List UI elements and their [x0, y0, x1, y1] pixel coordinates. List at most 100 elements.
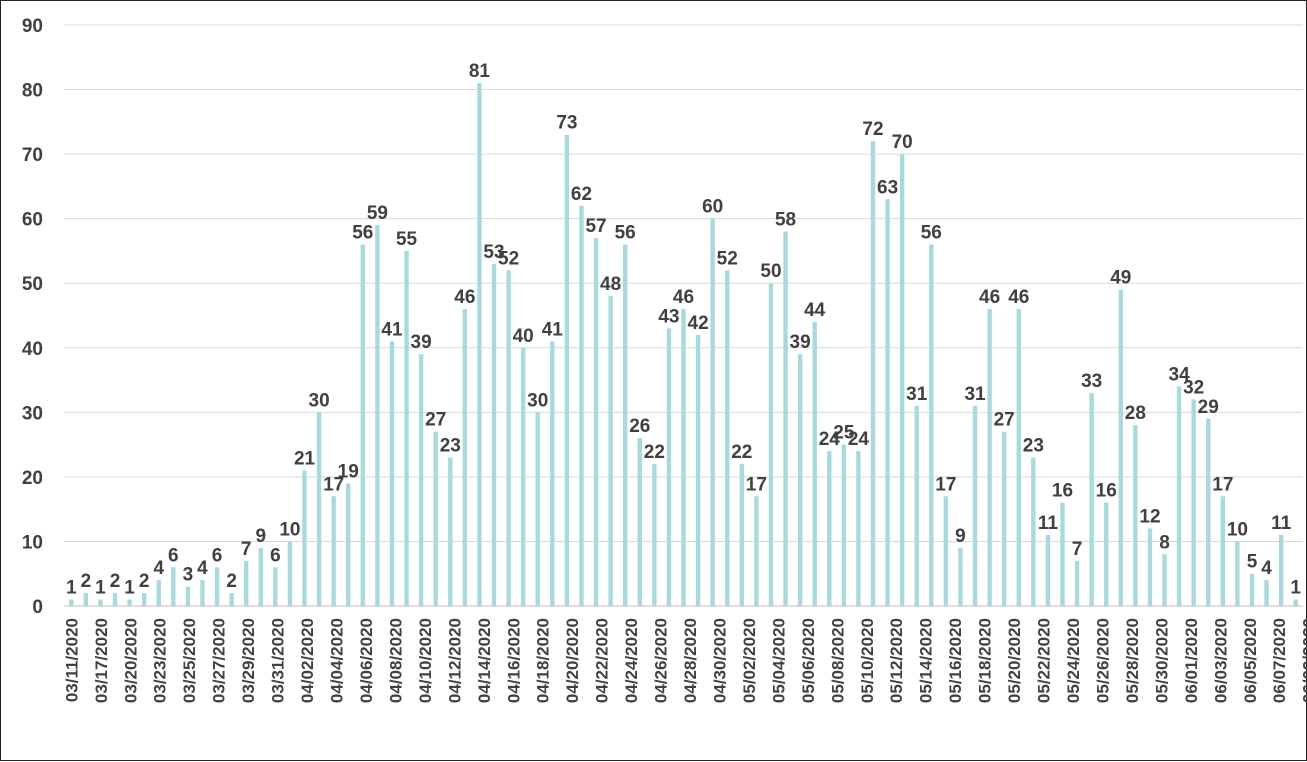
- x-tick-label: 04/18/2020: [534, 618, 553, 703]
- x-tick-label: 04/06/2020: [357, 618, 376, 703]
- bar: [535, 412, 540, 606]
- bar: [185, 586, 191, 606]
- gridlines: [64, 24, 1303, 542]
- y-tick-label: 80: [22, 81, 43, 102]
- bar: [98, 599, 103, 606]
- data-label: 28: [1125, 403, 1146, 424]
- data-label: 24: [848, 429, 870, 450]
- bar: [200, 580, 205, 606]
- data-label: 40: [513, 326, 534, 347]
- bar: [244, 560, 249, 606]
- x-tick-label: 04/24/2020: [622, 618, 641, 703]
- data-label: 12: [1139, 507, 1160, 528]
- data-label: 11: [1038, 513, 1059, 534]
- bar: [141, 593, 147, 606]
- x-tick-label: 03/11/2020: [62, 618, 81, 702]
- bar: [1045, 534, 1051, 606]
- bar: [943, 496, 949, 606]
- bar: [69, 599, 74, 606]
- y-axis: 0 10 20 30 40 50 60 70 80 90: [22, 16, 43, 618]
- bar: [404, 250, 409, 606]
- bar: [1147, 528, 1153, 606]
- x-tick-label: 05/02/2020: [740, 618, 759, 703]
- bar: [1001, 431, 1007, 606]
- bar: [491, 263, 497, 606]
- data-label: 56: [615, 222, 636, 243]
- data-label: 39: [790, 332, 811, 353]
- x-tick-label: 05/30/2020: [1152, 618, 1171, 703]
- data-label: 25: [833, 423, 855, 444]
- data-label: 8: [1159, 532, 1170, 553]
- bar: [652, 463, 657, 606]
- y-tick-label: 70: [22, 145, 43, 166]
- data-label: 30: [527, 390, 548, 411]
- x-tick-label: 05/26/2020: [1093, 618, 1112, 703]
- data-label: 17: [1212, 474, 1233, 495]
- bar: [725, 270, 730, 606]
- data-label: 31: [964, 384, 986, 405]
- y-tick-label: 0: [32, 597, 43, 618]
- bar: [827, 451, 832, 606]
- bar-series: [69, 83, 1298, 607]
- data-label: 56: [352, 222, 373, 243]
- x-tick-label: 04/22/2020: [593, 618, 612, 703]
- data-label: 63: [877, 177, 898, 198]
- data-label: 4: [153, 558, 164, 579]
- x-tick-label: 05/10/2020: [858, 618, 877, 703]
- data-label: 43: [658, 306, 679, 327]
- bar: [258, 547, 263, 606]
- x-tick-label: 05/22/2020: [1035, 618, 1054, 703]
- bar: [346, 483, 351, 606]
- bar: [579, 205, 584, 606]
- data-label: 16: [1052, 481, 1073, 502]
- bar: [681, 309, 686, 606]
- bar: [83, 593, 89, 606]
- data-label: 2: [81, 571, 92, 592]
- bar: [375, 225, 380, 606]
- data-label: 49: [1110, 268, 1131, 289]
- x-tick-label: 05/14/2020: [917, 618, 936, 703]
- x-tick-label: 05/12/2020: [887, 618, 906, 703]
- bar: [1278, 534, 1284, 606]
- data-label: 1: [124, 578, 135, 599]
- bar: [1264, 580, 1269, 606]
- data-label: 59: [367, 203, 388, 224]
- data-label: 50: [760, 261, 781, 282]
- bar: [593, 238, 599, 607]
- x-tick-label: 05/18/2020: [976, 618, 995, 703]
- x-tick-label: 04/10/2020: [416, 618, 435, 703]
- data-label: 57: [585, 216, 606, 237]
- x-tick-label: 06/03/2020: [1211, 618, 1230, 703]
- data-label: 33: [1081, 371, 1102, 392]
- x-tick-label: 03/29/2020: [239, 618, 258, 703]
- bar: [666, 328, 672, 606]
- bar: [870, 141, 876, 606]
- data-label: 52: [498, 248, 519, 269]
- x-tick-label: 06/09/2020: [1300, 618, 1307, 703]
- x-tick-label: 06/05/2020: [1241, 618, 1260, 703]
- x-tick-label: 04/02/2020: [298, 618, 317, 703]
- data-label: 32: [1183, 377, 1204, 398]
- data-label: 46: [454, 287, 475, 308]
- data-label: 53: [483, 242, 504, 263]
- data-label: 72: [862, 119, 883, 140]
- x-axis: 03/11/2020 03/17/2020 03/20/2020 03/23/2020…: [62, 605, 1307, 703]
- x-tick-label: 06/01/2020: [1182, 618, 1201, 703]
- x-tick-label: 04/16/2020: [504, 618, 523, 703]
- data-label: 22: [644, 442, 665, 463]
- bar: [127, 599, 132, 606]
- data-label: 46: [979, 287, 1000, 308]
- bar: [1162, 554, 1167, 606]
- data-label: 5: [1247, 552, 1258, 573]
- data-label: 6: [168, 545, 179, 566]
- bar: [229, 593, 234, 606]
- data-label: 62: [571, 184, 592, 205]
- data-label: 52: [717, 248, 738, 269]
- data-label: 73: [556, 113, 577, 134]
- data-label: 31: [906, 384, 928, 405]
- data-label: 2: [226, 571, 237, 592]
- bar: [462, 309, 468, 606]
- data-label: 55: [396, 229, 418, 250]
